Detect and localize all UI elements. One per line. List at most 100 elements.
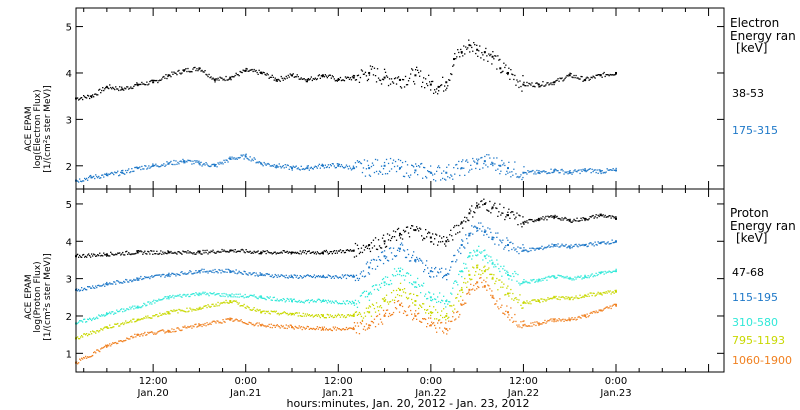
electron-trace-point bbox=[456, 163, 458, 166]
proton-trace-point bbox=[328, 301, 330, 303]
proton-trace-point bbox=[246, 273, 248, 276]
electron-trace-point bbox=[353, 75, 356, 77]
proton-trace-point bbox=[553, 321, 555, 323]
proton-trace-point bbox=[431, 300, 433, 302]
proton-trace-point bbox=[306, 313, 308, 315]
proton-trace-point bbox=[490, 273, 492, 275]
electron-y-tick-label: 5 bbox=[66, 23, 72, 34]
proton-trace-point bbox=[580, 244, 582, 246]
x-tick-label-date: Jan.21 bbox=[322, 388, 354, 399]
proton-trace-point bbox=[318, 276, 320, 278]
proton-trace-point bbox=[245, 307, 247, 309]
proton-trace-point bbox=[511, 317, 513, 319]
proton-trace-point bbox=[473, 267, 475, 269]
electron-trace-point bbox=[413, 80, 415, 83]
electron-trace-point bbox=[293, 76, 295, 78]
electron-trace-point bbox=[234, 158, 236, 160]
proton-trace-point bbox=[595, 294, 597, 296]
proton-trace-point bbox=[577, 316, 579, 318]
electron-point bbox=[321, 74, 324, 77]
proton-trace-point bbox=[217, 320, 219, 322]
proton-point bbox=[507, 244, 509, 247]
electron-trace-point bbox=[451, 175, 453, 177]
proton-trace-point bbox=[354, 299, 357, 301]
proton-trace-point bbox=[219, 269, 221, 272]
electron-trace-point bbox=[462, 159, 464, 161]
proton-trace-point bbox=[420, 305, 422, 307]
proton-trace-point bbox=[521, 282, 523, 285]
electron-point bbox=[337, 164, 340, 167]
proton-trace-point bbox=[105, 344, 107, 346]
proton-trace-point bbox=[278, 252, 280, 254]
proton-trace-point bbox=[596, 244, 598, 246]
electron-trace-point bbox=[184, 69, 186, 71]
electron-trace-point bbox=[326, 166, 328, 168]
electron-trace-point bbox=[276, 166, 278, 168]
proton-trace-point bbox=[434, 298, 436, 300]
electron-trace-point bbox=[323, 76, 325, 78]
proton-trace-point bbox=[424, 269, 426, 271]
proton-point bbox=[476, 281, 479, 284]
proton-point bbox=[491, 262, 494, 265]
proton-trace-point bbox=[219, 303, 221, 305]
proton-trace-point bbox=[97, 254, 99, 256]
proton-trace-point bbox=[84, 256, 86, 258]
proton-trace-point bbox=[574, 244, 576, 246]
proton-trace-point bbox=[552, 246, 554, 248]
electron-trace-point bbox=[354, 79, 357, 81]
electron-trace-point bbox=[550, 82, 552, 84]
proton-trace-point bbox=[200, 294, 202, 296]
proton-trace-point bbox=[588, 315, 590, 317]
electron-trace-point bbox=[505, 173, 507, 176]
proton-trace-point bbox=[163, 297, 165, 299]
proton-trace-point bbox=[234, 272, 236, 274]
electron-trace-point bbox=[471, 168, 473, 170]
proton-trace-point bbox=[288, 275, 290, 277]
proton-trace-point bbox=[118, 310, 120, 313]
proton-trace-point bbox=[318, 326, 320, 329]
proton-trace-point bbox=[429, 275, 431, 278]
proton-trace-point bbox=[143, 317, 145, 319]
electron-trace-point bbox=[606, 168, 608, 170]
proton-trace-point bbox=[499, 203, 501, 205]
proton-trace-point bbox=[94, 318, 96, 320]
electron-trace-point bbox=[260, 162, 262, 164]
proton-trace-point bbox=[525, 280, 527, 282]
electron-trace-point bbox=[231, 156, 233, 158]
proton-trace-point bbox=[490, 256, 492, 258]
electron-trace-point bbox=[581, 76, 583, 78]
proton-trace-point bbox=[228, 294, 230, 296]
electron-trace-point bbox=[132, 170, 134, 173]
proton-trace-point bbox=[526, 325, 528, 327]
proton-trace-point bbox=[111, 311, 113, 313]
electron-trace-point bbox=[134, 84, 136, 86]
proton-trace-point bbox=[236, 319, 238, 321]
proton-trace-point bbox=[458, 316, 460, 318]
electron-trace-point bbox=[479, 168, 481, 170]
electron-trace-point bbox=[396, 77, 399, 79]
proton-trace-point bbox=[229, 317, 231, 319]
proton-trace-point bbox=[93, 253, 95, 255]
proton-point bbox=[522, 249, 525, 252]
proton-trace-point bbox=[366, 261, 369, 263]
electron-trace-point bbox=[364, 71, 367, 73]
proton-trace-point bbox=[180, 295, 182, 298]
proton-trace-point bbox=[127, 253, 129, 255]
electron-trace-point bbox=[593, 76, 595, 78]
electron-trace-point bbox=[151, 79, 153, 81]
electron-trace-point bbox=[552, 81, 554, 84]
proton-trace-point bbox=[307, 314, 309, 317]
proton-trace-point bbox=[92, 255, 94, 257]
proton-trace-point bbox=[445, 322, 447, 324]
proton-trace-point bbox=[453, 254, 455, 257]
proton-trace-point bbox=[121, 282, 123, 284]
proton-trace-point bbox=[482, 259, 484, 261]
proton-trace-point bbox=[190, 308, 192, 310]
proton-trace-point bbox=[350, 274, 353, 277]
proton-trace-point bbox=[106, 281, 108, 284]
proton-trace-point bbox=[91, 333, 93, 335]
proton-trace-point bbox=[566, 275, 568, 278]
electron-trace-point bbox=[82, 98, 84, 101]
electron-trace-point bbox=[263, 72, 265, 74]
